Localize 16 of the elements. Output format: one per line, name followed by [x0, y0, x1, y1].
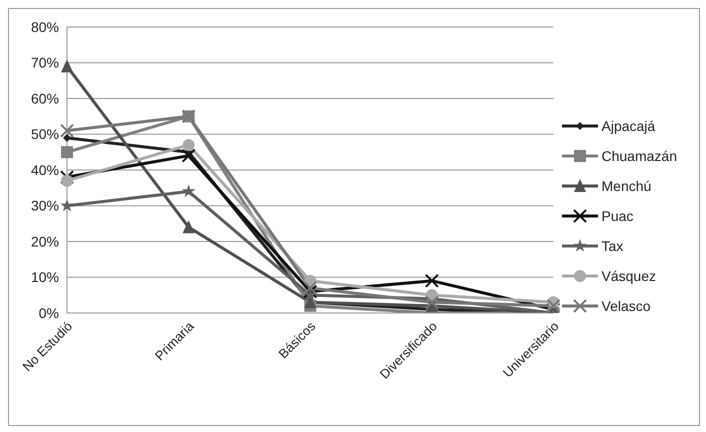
y-tick-label: 70%	[30, 54, 59, 71]
legend-label: Ajpacajá	[602, 118, 656, 134]
y-tick-label: 0%	[38, 304, 59, 321]
y-tick-label: 20%	[30, 233, 59, 250]
y-tick-label: 40%	[30, 162, 59, 178]
legend-label: Velasco	[602, 298, 651, 314]
y-tick-label: 60%	[30, 90, 59, 106]
legend-label: Menchú	[602, 178, 652, 194]
y-tick-label: 10%	[30, 269, 59, 286]
y-tick-label: 50%	[30, 126, 59, 142]
legend-label: Puac	[602, 208, 634, 224]
y-tick-label: 80%	[30, 18, 59, 35]
legend-label: Vásquez	[602, 268, 656, 284]
legend-label: Chuamazán	[602, 148, 677, 164]
legend-label: Tax	[602, 238, 624, 254]
y-tick-label: 30%	[30, 198, 59, 214]
